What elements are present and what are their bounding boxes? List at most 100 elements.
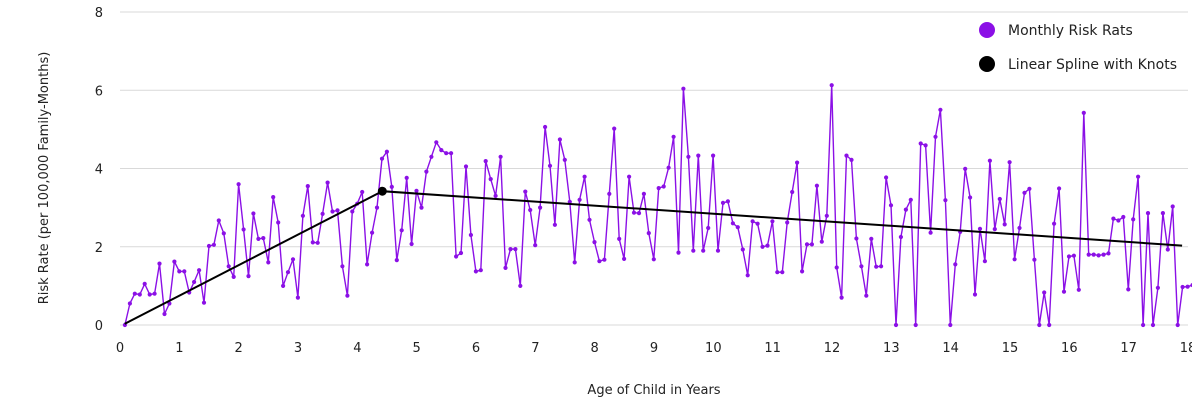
monthly-point <box>893 322 899 328</box>
monthly-point <box>463 164 469 169</box>
monthly-point <box>715 248 721 253</box>
legend-label-monthly: Monthly Risk Rats <box>1008 23 1133 39</box>
monthly-point <box>592 240 597 245</box>
monthly-point <box>547 163 553 168</box>
monthly-point <box>1042 290 1047 295</box>
monthly-point <box>730 221 736 226</box>
x-tick-label: 14 <box>942 341 959 356</box>
monthly-point <box>1106 251 1111 256</box>
monthly-point <box>1057 186 1062 191</box>
monthly-point <box>612 126 617 131</box>
x-tick-label: 16 <box>1061 341 1078 356</box>
monthly-point <box>607 191 612 196</box>
x-tick-label: 11 <box>764 341 781 356</box>
monthly-point <box>503 265 508 270</box>
monthly-point <box>923 143 928 148</box>
monthly-point <box>1126 287 1131 292</box>
monthly-point <box>997 196 1002 202</box>
monthly-point <box>765 243 770 248</box>
monthly-point <box>617 236 622 241</box>
monthly-point <box>790 189 795 195</box>
monthly-point <box>478 268 483 273</box>
x-tick-label: 15 <box>1002 341 1019 356</box>
monthly-point <box>434 140 439 145</box>
monthly-point <box>1180 284 1185 290</box>
monthly-point <box>676 250 681 255</box>
monthly-point <box>562 157 567 162</box>
monthly-point <box>216 218 221 223</box>
monthly-point <box>785 220 790 225</box>
monthly-point <box>982 259 988 264</box>
monthly-point <box>226 264 231 269</box>
x-tick-label: 0 <box>116 341 124 356</box>
monthly-point <box>834 265 839 270</box>
x-tick-label: 4 <box>353 341 361 356</box>
monthly-point <box>439 148 444 153</box>
monthly-point <box>661 184 666 189</box>
monthly-point <box>444 151 449 156</box>
monthly-point <box>147 292 152 297</box>
monthly-point <box>948 322 953 328</box>
monthly-point <box>844 153 849 158</box>
monthly-point <box>127 301 132 306</box>
monthly-point <box>1165 247 1170 252</box>
x-tick-label: 17 <box>1120 341 1137 356</box>
x-tick-label: 7 <box>531 341 539 356</box>
monthly-point <box>389 184 394 189</box>
y-tick-label: 6 <box>95 84 103 99</box>
monthly-point <box>231 274 236 279</box>
monthly-point <box>1091 252 1096 257</box>
monthly-point <box>365 262 370 267</box>
monthly-point <box>1017 225 1022 231</box>
monthly-point <box>543 124 548 130</box>
monthly-point <box>424 169 429 174</box>
monthly-point <box>508 247 513 252</box>
monthly-point <box>636 211 642 216</box>
monthly-point <box>968 195 973 200</box>
monthly-point <box>557 137 563 142</box>
monthly-point <box>1027 186 1032 191</box>
monthly-point <box>528 207 533 213</box>
monthly-point <box>711 153 716 158</box>
monthly-point <box>350 209 355 214</box>
monthly-point <box>824 213 829 218</box>
monthly-point <box>839 295 844 300</box>
monthly-point <box>137 292 142 297</box>
monthly-point <box>903 207 909 212</box>
monthly-line <box>124 84 1192 326</box>
monthly-point <box>374 205 380 210</box>
monthly-point <box>972 292 978 297</box>
monthly-point <box>458 250 464 256</box>
monthly-point <box>473 269 478 274</box>
monthly-point <box>884 175 889 180</box>
monthly-point <box>1096 253 1101 258</box>
monthly-point <box>864 293 869 298</box>
monthly-point <box>928 230 933 235</box>
y-axis-ticks: 0 2 4 6 8 <box>95 6 103 334</box>
monthly-point <box>1022 190 1027 195</box>
monthly-point <box>567 199 572 204</box>
monthly-point <box>1170 204 1175 209</box>
monthly-point <box>750 219 755 224</box>
x-tick-label: 3 <box>294 341 302 356</box>
monthly-point <box>651 257 656 262</box>
monthly-point <box>1037 322 1042 328</box>
monthly-point <box>809 242 815 247</box>
monthly-point <box>414 188 419 193</box>
monthly-point <box>1175 322 1180 328</box>
monthly-point <box>760 244 765 249</box>
monthly-point <box>814 183 820 188</box>
monthly-point <box>686 154 691 159</box>
x-tick-label: 1 <box>175 341 183 356</box>
monthly-point <box>631 210 637 215</box>
monthly-point <box>295 295 300 300</box>
monthly-point <box>1121 214 1126 220</box>
monthly-point <box>206 243 212 249</box>
monthly-point <box>285 270 291 275</box>
monthly-point <box>157 261 162 266</box>
monthly-point <box>706 225 711 231</box>
monthly-point <box>276 220 281 225</box>
y-tick-label: 2 <box>95 241 103 256</box>
x-axis-title: Age of Child in Years <box>587 383 720 398</box>
